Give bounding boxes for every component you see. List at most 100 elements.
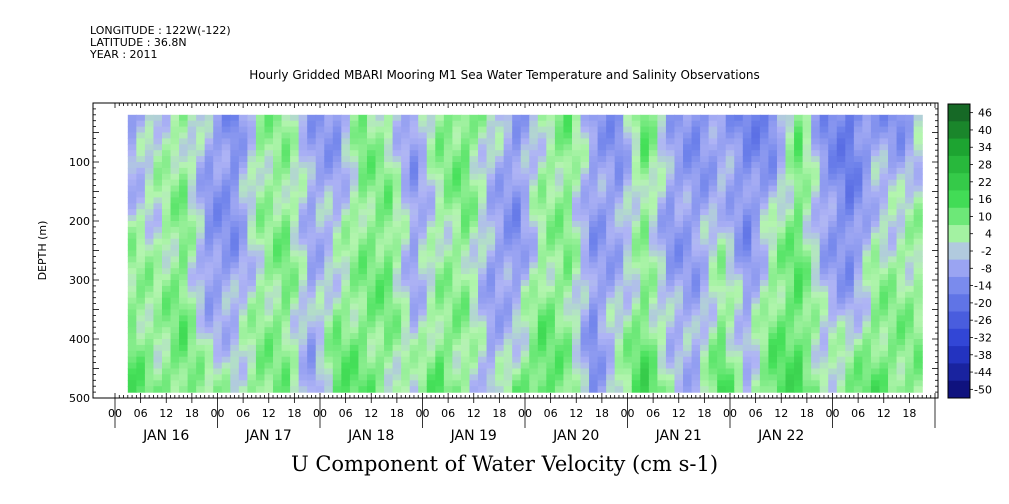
heatmap-cell xyxy=(888,280,898,287)
heatmap-cell xyxy=(196,221,206,228)
heatmap-cell xyxy=(495,185,505,193)
heatmap-cell xyxy=(708,327,718,334)
heatmap-cell xyxy=(273,268,283,275)
heatmap-cell xyxy=(503,150,513,157)
heatmap-cell xyxy=(264,167,274,175)
heatmap-cell xyxy=(563,333,573,340)
heatmap-cell xyxy=(204,238,214,246)
heatmap-cell xyxy=(486,350,496,358)
heatmap-cell xyxy=(913,274,923,281)
heatmap-cell xyxy=(127,315,137,322)
heatmap-cell xyxy=(794,386,804,393)
heatmap-cell xyxy=(631,209,641,216)
heatmap-cell xyxy=(315,285,325,293)
heatmap-cell xyxy=(537,368,547,375)
heatmap-cell xyxy=(751,226,761,234)
heatmap-cell xyxy=(512,221,522,228)
heatmap-cell xyxy=(435,297,445,305)
heatmap-cell xyxy=(452,285,462,293)
heatmap-cell xyxy=(281,232,291,240)
heatmap-cell xyxy=(768,162,778,169)
heatmap-cell xyxy=(144,150,155,157)
heatmap-cell xyxy=(674,280,684,287)
heatmap-cell xyxy=(640,185,650,193)
heatmap-cell xyxy=(478,386,488,393)
heatmap-cell xyxy=(580,238,590,246)
heatmap-cell xyxy=(238,232,248,240)
heatmap-cell xyxy=(802,173,812,181)
heatmap-cell xyxy=(657,256,667,263)
heatmap-cell xyxy=(161,244,172,252)
heatmap-cell xyxy=(170,150,180,157)
heatmap-cell xyxy=(409,209,419,216)
heatmap-cell xyxy=(879,185,889,193)
heatmap-cell xyxy=(307,114,317,122)
heatmap-cell xyxy=(486,203,496,210)
heatmap-cell xyxy=(717,167,727,175)
heatmap-cell xyxy=(759,327,770,334)
heatmap-cell xyxy=(358,132,368,139)
heatmap-cell xyxy=(888,203,898,210)
heatmap-cell xyxy=(452,203,462,210)
heatmap-cell xyxy=(862,250,872,257)
heatmap-cell xyxy=(341,167,351,175)
heatmap-cell xyxy=(879,191,889,198)
heatmap-cell xyxy=(512,150,522,157)
heatmap-cell xyxy=(392,126,402,134)
heatmap-cell xyxy=(896,321,906,328)
heatmap-cell xyxy=(401,191,411,198)
heatmap-cell xyxy=(144,344,155,352)
heatmap-cell xyxy=(349,350,360,358)
heatmap-cell xyxy=(546,215,556,222)
heatmap-cell xyxy=(546,197,556,204)
heatmap-cell xyxy=(341,350,351,358)
heatmap-cell xyxy=(819,138,829,145)
heatmap-cell xyxy=(717,185,727,193)
heatmap-cell xyxy=(443,280,453,287)
heatmap-cell xyxy=(503,238,513,246)
heatmap-cell xyxy=(913,321,923,328)
heatmap-cell xyxy=(725,380,735,387)
heatmap-cell xyxy=(879,209,889,216)
heatmap-cell xyxy=(546,120,556,128)
heatmap-cell xyxy=(828,120,838,128)
heatmap-cell xyxy=(392,268,402,275)
heatmap-cell xyxy=(640,179,650,187)
heatmap-cell xyxy=(179,285,189,293)
heatmap-cell xyxy=(614,380,624,387)
heatmap-cell xyxy=(392,173,402,181)
heatmap-cell xyxy=(631,114,641,122)
heatmap-cell xyxy=(213,297,223,305)
heatmap-cell xyxy=(409,274,419,281)
heatmap-cell xyxy=(495,327,505,334)
heatmap-cell xyxy=(794,114,804,122)
heatmap-cell xyxy=(665,333,676,340)
heatmap-cell xyxy=(384,274,394,281)
heatmap-cell xyxy=(366,309,377,316)
heatmap-cell xyxy=(811,191,821,198)
heatmap-cell xyxy=(785,191,795,198)
heatmap-cell xyxy=(708,114,718,122)
heatmap-cell xyxy=(290,203,300,210)
heatmap-cell xyxy=(537,191,547,198)
heatmap-cell xyxy=(144,339,155,346)
heatmap-cell xyxy=(187,368,197,375)
heatmap-cell xyxy=(460,321,471,328)
heatmap-cell xyxy=(418,386,428,393)
heatmap-cell xyxy=(349,191,360,198)
heatmap-cell xyxy=(529,368,539,375)
heatmap-cell xyxy=(127,167,137,175)
heatmap-cell xyxy=(503,167,513,175)
heatmap-cell xyxy=(742,374,752,381)
heatmap-cell xyxy=(503,386,513,393)
heatmap-cell xyxy=(384,256,394,263)
heatmap-cell xyxy=(665,114,676,122)
heatmap-cell xyxy=(161,291,172,299)
heatmap-cell xyxy=(426,162,436,169)
heatmap-cell xyxy=(213,232,223,240)
heatmap-cell xyxy=(298,215,308,222)
heatmap-cell xyxy=(862,380,872,387)
heatmap-cell xyxy=(460,114,471,122)
heatmap-cell xyxy=(255,215,266,222)
heatmap-cell xyxy=(349,344,360,352)
